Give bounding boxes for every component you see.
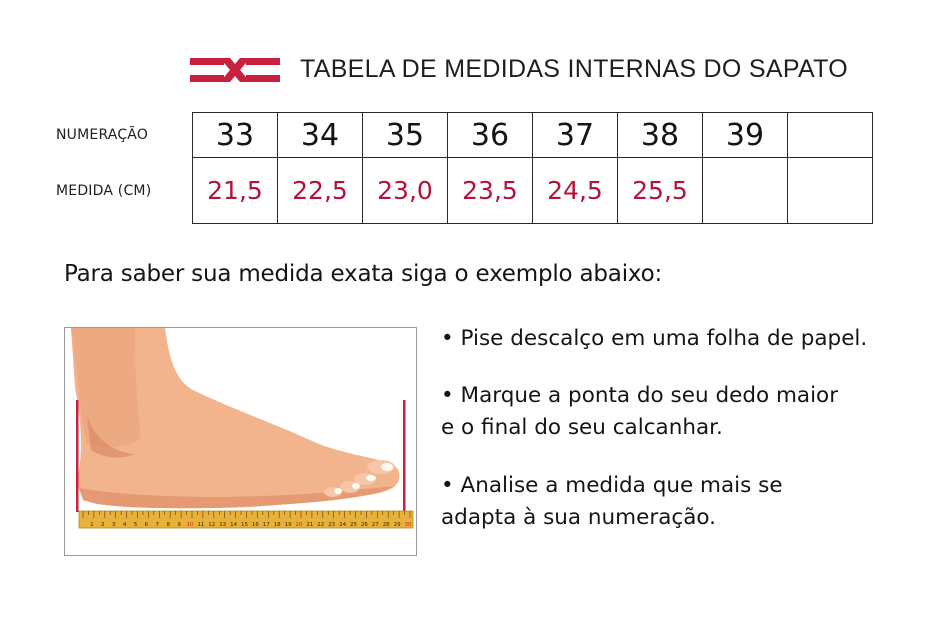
page-title: TABELA DE MEDIDAS INTERNAS DO SAPATO — [300, 55, 848, 83]
ruler-number: 5 — [134, 522, 138, 528]
ruler-number: 12 — [208, 522, 215, 528]
ruler-number: 19 — [285, 522, 292, 528]
size-cell: 33 — [192, 112, 278, 158]
ruler-number: 14 — [230, 522, 237, 528]
ruler-number: 30 — [405, 522, 412, 528]
ruler-number: 10 — [187, 522, 194, 528]
ruler-number: 13 — [219, 522, 226, 528]
ruler-number: 6 — [145, 522, 149, 528]
size-cell: 38 — [617, 112, 703, 158]
measure-cell: 25,5 — [617, 157, 703, 224]
brand-logo-icon — [190, 58, 280, 82]
ruler-number: 4 — [123, 522, 127, 528]
size-cell: 37 — [532, 112, 618, 158]
ruler-number: 24 — [339, 522, 346, 528]
measure-cell — [787, 157, 873, 224]
ruler-number: 16 — [252, 522, 259, 528]
measure-cell: 22,5 — [277, 157, 363, 224]
ruler-number: 18 — [274, 522, 281, 528]
ruler-number: 7 — [156, 522, 160, 528]
ruler-number: 28 — [383, 522, 390, 528]
ruler-number: 2 — [101, 522, 105, 528]
ruler-number: 1 — [90, 522, 94, 528]
ruler-number: 9 — [177, 522, 181, 528]
size-cell: 35 — [362, 112, 448, 158]
step-3: • Analise a medida que mais se adapta à … — [441, 470, 783, 534]
ruler-number: 21 — [306, 522, 313, 528]
instruction-heading: Para saber sua medida exata siga o exemp… — [64, 261, 663, 287]
step-1: • Pise descalço em uma folha de papel. — [441, 326, 868, 351]
ruler-number: 20 — [296, 522, 303, 528]
size-row: 33 34 35 36 37 38 39 — [192, 112, 873, 158]
ruler-number: 23 — [328, 522, 335, 528]
size-row-label: NUMERAÇÃO — [56, 127, 149, 143]
measure-row-label: MEDIDA (CM) — [56, 183, 152, 199]
size-cell: 36 — [447, 112, 533, 158]
measure-cell: 23,0 — [362, 157, 448, 224]
size-cell: 34 — [277, 112, 363, 158]
measure-row: 21,5 22,5 23,0 23,5 24,5 25,5 — [192, 157, 873, 224]
ruler-number: 25 — [350, 522, 357, 528]
step-2: • Marque a ponta do seu dedo maior e o f… — [441, 380, 838, 444]
step-3-line-2: adapta à sua numeração. — [441, 505, 716, 530]
step-2-line-2: e o final do seu calcanhar. — [441, 415, 723, 440]
ruler-number: 27 — [372, 522, 379, 528]
measure-cell: 23,5 — [447, 157, 533, 224]
size-cell — [787, 112, 873, 158]
step-3-line-1: • Analise a medida que mais se — [441, 473, 783, 498]
measure-cell: 21,5 — [192, 157, 278, 224]
ruler-number: 17 — [263, 522, 270, 528]
ruler-number: 15 — [241, 522, 248, 528]
measure-cell: 24,5 — [532, 157, 618, 224]
ruler-number: 3 — [112, 522, 116, 528]
step-2-line-1: • Marque a ponta do seu dedo maior — [441, 383, 839, 408]
measure-cell — [702, 157, 788, 224]
size-cell: 39 — [702, 112, 788, 158]
ruler-number: 29 — [394, 522, 401, 528]
foot-illustration: 1 2 3 4 5 6 7 8 9 10 11 12 13 14 15 16 17 18 19 20 21 22 23 24 2… — [64, 327, 417, 556]
ruler-number: 8 — [166, 522, 170, 528]
size-chart-table: 33 34 35 36 37 38 39 21,5 22,5 23,0 23,5… — [192, 112, 873, 224]
ruler-number: 22 — [317, 522, 324, 528]
foot-on-ruler-icon: 1 2 3 4 5 6 7 8 9 10 11 12 13 14 15 16 17 18 19 20 21 22 23 24 2… — [71, 328, 414, 529]
ruler-number: 26 — [361, 522, 368, 528]
ruler-number: 11 — [197, 522, 204, 528]
